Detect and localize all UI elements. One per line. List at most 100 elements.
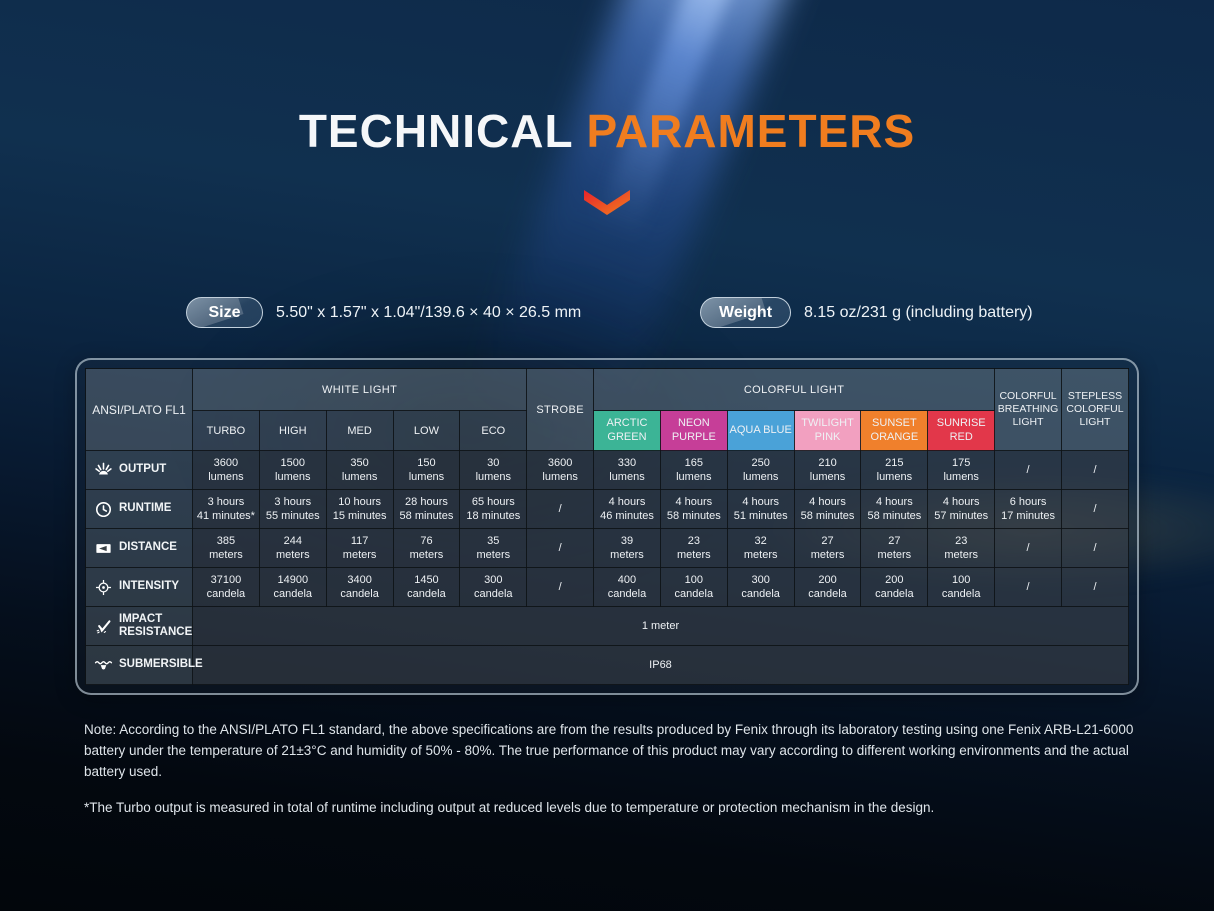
color-header-sunrise-red: SUNRISE RED — [927, 410, 996, 451]
distance-flag-icon — [96, 543, 111, 553]
value-cell: 200 candela — [860, 567, 929, 607]
colorful-breathing-header: COLORFUL BREATHING LIGHT — [994, 368, 1062, 451]
value-cell: 244 meters — [258, 528, 327, 568]
row-label-runtime: RUNTIME — [85, 489, 193, 529]
value-cell: 1450 candela — [392, 567, 461, 607]
value-cell: / — [526, 528, 595, 568]
row-label-text: IMPACT RESISTANCE — [119, 612, 193, 638]
weight-value: 8.15 oz/231 g (including battery) — [804, 303, 1033, 321]
value-cell: 39 meters — [593, 528, 661, 568]
runtime-clock-icon — [95, 501, 112, 517]
output-row: OUTPUT 3600 lumens 1500 lumens 350 lumen… — [85, 450, 1130, 490]
value-cell: 35 meters — [459, 528, 528, 568]
value-cell: 100 candela — [927, 567, 996, 607]
size-badge-label: Size — [208, 303, 241, 321]
stepless-colorful-header: STEPLESS COLORFUL LIGHT — [1060, 368, 1130, 451]
value-cell: 14900 candela — [258, 567, 327, 607]
row-label-text: SUBMERSIBLE — [119, 658, 203, 671]
value-cell: 1500 lumens — [258, 450, 327, 490]
chevron-down-icon — [584, 190, 630, 215]
value-cell: / — [1060, 489, 1130, 529]
note-standard: Note: According to the ANSI/PLATO FL1 st… — [84, 722, 1134, 779]
value-cell: 30 lumens — [459, 450, 528, 490]
weight-badge-label: Weight — [719, 303, 773, 321]
value-cell: 175 lumens — [927, 450, 996, 490]
impact-resistance-value: 1 meter — [192, 606, 1129, 646]
output-rays-icon — [95, 462, 112, 474]
row-label-text: OUTPUT — [119, 463, 167, 476]
color-header-twilight-pink: TWILIGHT PINK — [793, 410, 862, 451]
value-cell: 10 hours 15 minutes — [325, 489, 394, 529]
value-cell: 350 lumens — [325, 450, 394, 490]
value-cell: 215 lumens — [860, 450, 929, 490]
row-label-impact-resistance: IMPACT RESISTANCE — [85, 606, 193, 646]
size-spec: Size 5.50" x 1.57" x 1.04"/139.6 × 40 × … — [186, 297, 581, 328]
value-cell: 4 hours 51 minutes — [726, 489, 795, 529]
value-cell: / — [1060, 450, 1130, 490]
size-badge: Size — [186, 297, 263, 328]
mode-header-low: LOW — [392, 410, 461, 451]
row-label-intensity: INTENSITY — [85, 567, 193, 607]
weight-badge: Weight — [700, 297, 792, 328]
value-cell: 117 meters — [325, 528, 394, 568]
value-cell: 100 candela — [659, 567, 728, 607]
footnotes: Note: According to the ANSI/PLATO FL1 st… — [84, 720, 1134, 819]
value-cell: 65 hours 18 minutes — [459, 489, 528, 529]
row-label-text: RUNTIME — [119, 502, 172, 515]
value-cell: 3 hours 55 minutes — [258, 489, 327, 529]
value-cell: 37100 candela — [192, 567, 260, 607]
value-cell: 4 hours 58 minutes — [860, 489, 929, 529]
page-title: TECHNICAL PARAMETERS — [0, 104, 1214, 158]
value-cell: 150 lumens — [392, 450, 461, 490]
weight-spec: Weight 8.15 oz/231 g (including battery) — [700, 297, 1033, 328]
value-cell: 330 lumens — [593, 450, 661, 490]
value-cell: 385 meters — [192, 528, 260, 568]
value-cell: 4 hours 46 minutes — [593, 489, 661, 529]
value-cell: 3600 lumens — [526, 450, 595, 490]
spec-table: ANSI/PLATO FL1 WHITE LIGHT STROBE COLORF… — [85, 368, 1130, 685]
row-label-submersible: SUBMERSIBLE — [85, 645, 203, 685]
value-cell: 250 lumens — [726, 450, 795, 490]
color-header-sunset-orange: SUNSET ORANGE — [860, 410, 929, 451]
row-label-text: DISTANCE — [119, 541, 177, 554]
submersible-value: IP68 — [192, 645, 1129, 685]
value-cell: / — [994, 528, 1062, 568]
value-cell: 76 meters — [392, 528, 461, 568]
value-cell: 28 hours 58 minutes — [392, 489, 461, 529]
row-label-output: OUTPUT — [85, 450, 193, 490]
color-header-aqua-blue: AQUA BLUE — [726, 410, 795, 451]
value-cell: 32 meters — [726, 528, 795, 568]
mode-header-eco: ECO — [459, 410, 528, 451]
mode-header-turbo: TURBO — [192, 410, 260, 451]
value-cell: 400 candela — [593, 567, 661, 607]
white-light-group-header: WHITE LIGHT — [191, 368, 528, 411]
value-cell: 300 candela — [726, 567, 795, 607]
value-cell: / — [526, 489, 595, 529]
value-cell: 300 candela — [459, 567, 528, 607]
value-cell: / — [994, 450, 1062, 490]
value-cell: / — [1060, 567, 1130, 607]
value-cell: 23 meters — [659, 528, 728, 568]
strobe-header: STROBE — [526, 368, 595, 451]
color-header-arctic-green: ARCTIC GREEN — [593, 410, 661, 451]
color-header-neon-purple: NEON PURPLE — [659, 410, 728, 451]
value-cell: 4 hours 57 minutes — [927, 489, 996, 529]
mode-header-med: MED — [325, 410, 394, 451]
value-cell: / — [994, 567, 1062, 607]
title-orange: PARAMETERS — [586, 105, 916, 157]
value-cell: 4 hours 58 minutes — [659, 489, 728, 529]
value-cell: / — [1060, 528, 1130, 568]
chevron-wrap — [0, 187, 1214, 222]
value-cell: 4 hours 58 minutes — [793, 489, 862, 529]
mode-header-high: HIGH — [258, 410, 327, 451]
value-cell: 165 lumens — [659, 450, 728, 490]
submersible-icon — [94, 660, 113, 669]
value-cell: 6 hours 17 minutes — [994, 489, 1062, 529]
value-cell: 3400 candela — [325, 567, 394, 607]
row-label-distance: DISTANCE — [85, 528, 193, 568]
value-cell: 27 meters — [793, 528, 862, 568]
colorful-light-group-header: COLORFUL LIGHT — [593, 368, 996, 411]
impact-resistance-icon — [96, 619, 111, 633]
distance-row: DISTANCE 385 meters 244 meters 117 meter… — [85, 528, 1130, 568]
